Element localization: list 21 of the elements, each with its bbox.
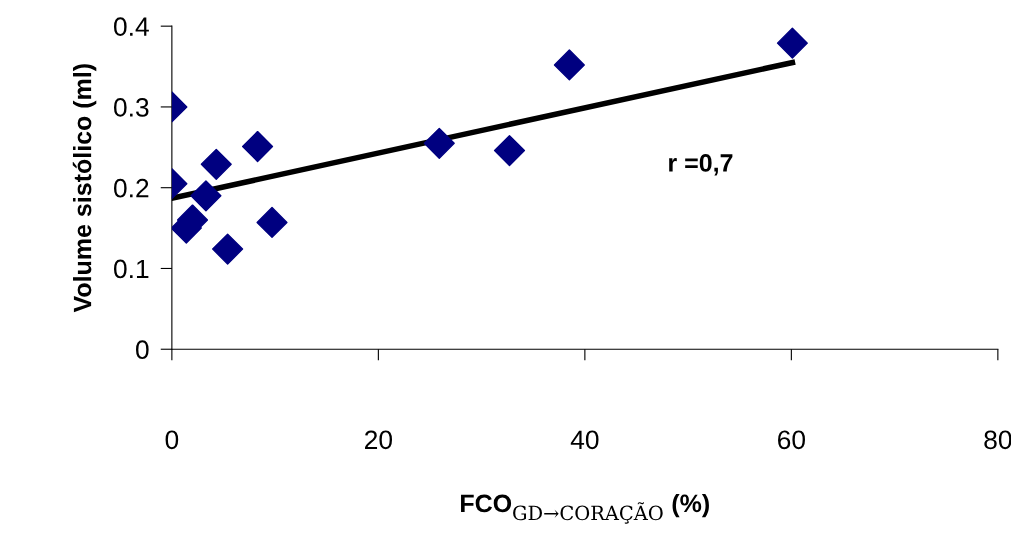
- y-tick-label: 0.2: [114, 178, 149, 198]
- y-tick-label: 0.4: [114, 17, 149, 36]
- point: [190, 180, 222, 212]
- x-tick-label: 60: [778, 430, 806, 450]
- x-tick-label: 20: [365, 430, 393, 450]
- point: [256, 206, 288, 239]
- point: [776, 27, 808, 59]
- annotation: r =0,7: [669, 154, 733, 176]
- y-tick-label: 0: [136, 340, 149, 360]
- point: [493, 134, 526, 167]
- point: [553, 49, 585, 81]
- y-axis-title: Volume sistólico (ml): [72, 64, 97, 313]
- point: [241, 130, 274, 163]
- x-tick-label: 40: [570, 430, 599, 450]
- y-tick-label: 0.1: [114, 259, 149, 279]
- point: [212, 233, 244, 265]
- x-tick-label: 80: [984, 430, 1011, 450]
- x-tick-label: 0: [165, 430, 179, 450]
- y-tick-label: 0.3: [114, 98, 149, 117]
- point: [200, 148, 232, 180]
- point: [423, 127, 455, 159]
